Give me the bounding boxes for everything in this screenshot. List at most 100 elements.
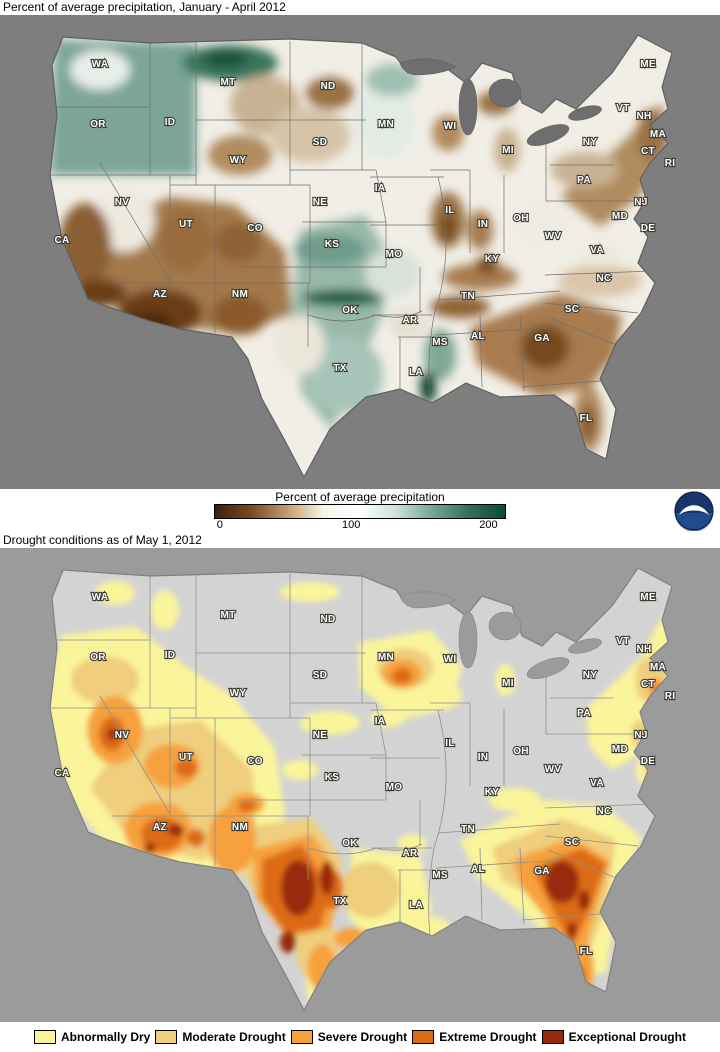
state-label-oh: OH [513, 213, 529, 224]
legend-item-severe-drought: Severe Drought [290, 1030, 408, 1044]
state-label-fl: FL [580, 946, 593, 957]
state-label-me: ME [640, 59, 656, 70]
tick-label-0: 0 [216, 519, 223, 531]
moderate-drought-label: Moderate Drought [182, 1030, 286, 1044]
exceptional-drought-label: Exceptional Drought [568, 1030, 686, 1044]
state-label-nv: NV [115, 197, 130, 208]
state-label-or: OR [90, 652, 106, 663]
state-label-nc: NC [596, 806, 611, 817]
state-label-id: ID [165, 117, 176, 128]
state-label-ky: KY [485, 254, 500, 265]
severe-drought-label: Severe Drought [317, 1030, 408, 1044]
exceptional-drought-swatch [541, 1030, 564, 1044]
drought-legend: Abnormally Dry Moderate Drought Severe D… [0, 1022, 720, 1052]
state-label-tn: TN [461, 291, 475, 302]
state-label-wy: WY [230, 688, 247, 699]
state-label-pa: PA [577, 708, 591, 719]
state-label-sc: SC [565, 304, 580, 315]
state-label-ga: GA [534, 333, 550, 344]
precip-title-bar: Percent of average precipitation, Januar… [0, 0, 720, 15]
precip-legend-ticks: 0 100 200 [214, 519, 506, 532]
state-label-al: AL [471, 864, 485, 875]
state-label-wv: WV [545, 231, 562, 242]
state-label-mn: MN [378, 119, 394, 130]
precip-gradient-bar [214, 504, 506, 519]
state-label-wa: WA [92, 592, 109, 603]
state-label-ks: KS [325, 239, 340, 250]
state-label-id: ID [165, 650, 176, 661]
state-label-md: MD [612, 211, 628, 222]
state-label-ri: RI [665, 158, 676, 169]
state-label-wi: WI [444, 654, 457, 665]
state-label-mn: MN [378, 652, 394, 663]
state-label-nd: ND [320, 614, 335, 625]
state-label-ar: AR [402, 315, 418, 326]
exceptional-drought-areas [107, 728, 590, 953]
state-label-ma: MA [650, 129, 666, 140]
state-label-nc: NC [596, 273, 611, 284]
state-label-vt: VT [616, 636, 629, 647]
state-label-in: IN [478, 752, 489, 763]
state-label-co: CO [247, 756, 263, 767]
precip-map-title: Percent of average precipitation, Januar… [3, 0, 286, 14]
abnormally-dry-swatch [34, 1030, 56, 1044]
precipitation-map-canvas: WA OR CA NV ID MT WY UT AZ CO NM ND SD NE KS OK TX MN IA MO… [0, 15, 720, 489]
state-label-ky: KY [485, 787, 500, 798]
state-label-nj: NJ [634, 730, 647, 741]
state-label-nv: NV [115, 730, 130, 741]
state-label-pa: PA [577, 175, 591, 186]
state-label-il: IL [445, 738, 455, 749]
state-label-nd: ND [320, 81, 335, 92]
state-label-tx: TX [333, 363, 346, 374]
state-label-co: CO [247, 223, 263, 234]
abnormally-dry-label: Abnormally Dry [61, 1030, 151, 1044]
state-label-ct: CT [641, 146, 655, 157]
state-label-de: DE [641, 756, 656, 767]
drought-overlay [50, 581, 672, 1010]
precip-legend-title: Percent of average precipitation [275, 490, 445, 504]
state-label-mo: MO [386, 249, 403, 260]
state-label-la: LA [409, 900, 423, 911]
great-lakes [399, 58, 602, 146]
state-label-oh: OH [513, 746, 529, 757]
state-label-nm: NM [232, 822, 248, 833]
state-label-fl: FL [580, 413, 593, 424]
state-label-vt: VT [616, 103, 629, 114]
state-label-ri: RI [665, 691, 676, 702]
state-label-mt: MT [220, 610, 235, 621]
state-label-de: DE [641, 223, 656, 234]
precipitation-map: WA OR CA NV ID MT WY UT AZ CO NM ND SD NE KS OK TX MN IA MO… [0, 15, 720, 489]
state-label-ne: NE [313, 197, 328, 208]
legend-item-extreme-drought: Extreme Drought [412, 1030, 537, 1044]
state-label-il: IL [445, 205, 455, 216]
drought-title-bar: Drought conditions as of May 1, 2012 [0, 533, 720, 548]
severe-drought-swatch [290, 1030, 313, 1044]
state-label-va: VA [590, 245, 604, 256]
state-label-me: ME [640, 592, 656, 603]
state-label-wa: WA [92, 59, 109, 70]
great-lakes [399, 591, 602, 679]
moderate-drought-swatch [155, 1030, 178, 1044]
extreme-drought-label: Extreme Drought [439, 1030, 537, 1044]
state-label-ks: KS [325, 772, 340, 783]
state-label-al: AL [471, 331, 485, 342]
state-label-la: LA [409, 367, 423, 378]
state-label-ms: MS [432, 870, 448, 881]
state-label-in: IN [478, 219, 489, 230]
tick-label-200: 200 [479, 519, 498, 531]
drought-map-title: Drought conditions as of May 1, 2012 [3, 533, 202, 547]
legend-item-moderate-drought: Moderate Drought [155, 1030, 286, 1044]
drought-map: WA OR CA NV ID MT WY UT AZ CO NM ND SD NE KS OK TX MN IA MO… [0, 548, 720, 1022]
state-label-ar: AR [402, 848, 418, 859]
state-label-wi: WI [444, 121, 457, 132]
state-label-ne: NE [313, 730, 328, 741]
state-label-ga: GA [534, 866, 550, 877]
state-label-ms: MS [432, 337, 448, 348]
state-label-tx: TX [333, 896, 346, 907]
state-label-wv: WV [545, 764, 562, 775]
state-label-mi: MI [502, 678, 514, 689]
state-label-ok: OK [342, 305, 358, 316]
state-label-nj: NJ [634, 197, 647, 208]
state-label-ma: MA [650, 662, 666, 673]
state-label-ia: IA [375, 183, 386, 194]
